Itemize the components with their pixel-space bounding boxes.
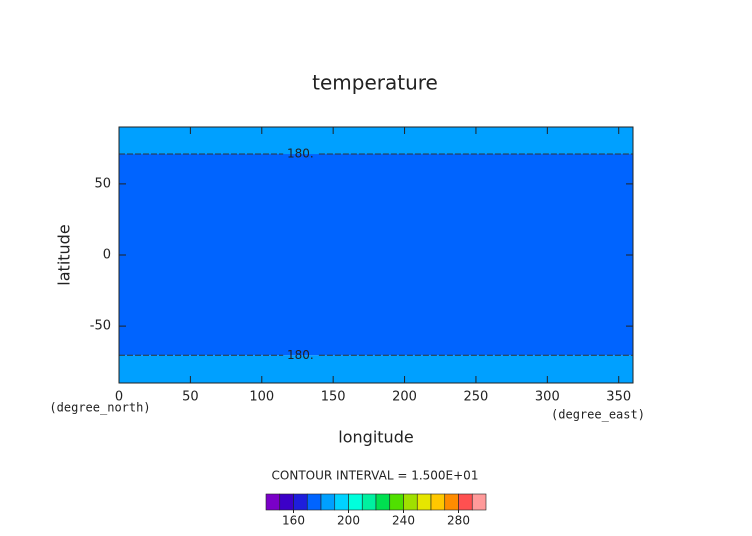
contour-label: 180. [287,147,314,161]
colorbar-tick-label: 160 [282,514,305,528]
colorbar-swatch [320,493,336,511]
colorbar-swatch [389,493,404,511]
colorbar-swatch [458,493,473,511]
x-axis-label: longitude [338,428,413,447]
colorbar-swatch [306,493,322,511]
colorbar-swatch [375,493,391,511]
x-tick-label: 300 [535,390,560,405]
colorbar-swatch [403,493,418,511]
filled-band [119,355,633,383]
colorbar-swatch [293,493,308,511]
colorbar-swatch [471,493,487,511]
y-unit: (degree_north) [49,401,150,415]
colorbar-swatch [348,493,363,511]
x-tick-label: 100 [249,390,274,405]
x-tick-label: 250 [464,390,489,405]
colorbar-swatch [430,493,446,511]
colorbar-tick-label: 240 [392,514,415,528]
contour-label: 180. [287,348,314,362]
y-tick-label: 50 [94,176,111,191]
colorbar-swatch [444,493,459,511]
colorbar-tick-label: 200 [337,514,360,528]
x-unit: (degree_east) [551,408,645,422]
x-tick-label: 0 [115,390,123,405]
filled-band [119,127,633,155]
x-tick-label: 50 [182,390,199,405]
colorbar-swatch [416,493,432,511]
y-tick-label: 0 [103,248,111,263]
x-tick-label: 150 [321,390,346,405]
filled-band [119,154,633,356]
colorbar-swatch [361,493,377,511]
colorbar-swatch [265,493,281,511]
y-tick-label: -50 [90,319,111,334]
colorbar-swatch [334,493,349,511]
colorbar-swatch [279,493,294,511]
chart-title: temperature [312,71,438,95]
x-tick-label: 350 [606,390,631,405]
contour-interval: CONTOUR INTERVAL = 1.500E+01 [272,469,479,483]
x-tick-label: 200 [392,390,417,405]
colorbar-tick-label: 280 [447,514,470,528]
y-axis-label: latitude [55,224,74,285]
